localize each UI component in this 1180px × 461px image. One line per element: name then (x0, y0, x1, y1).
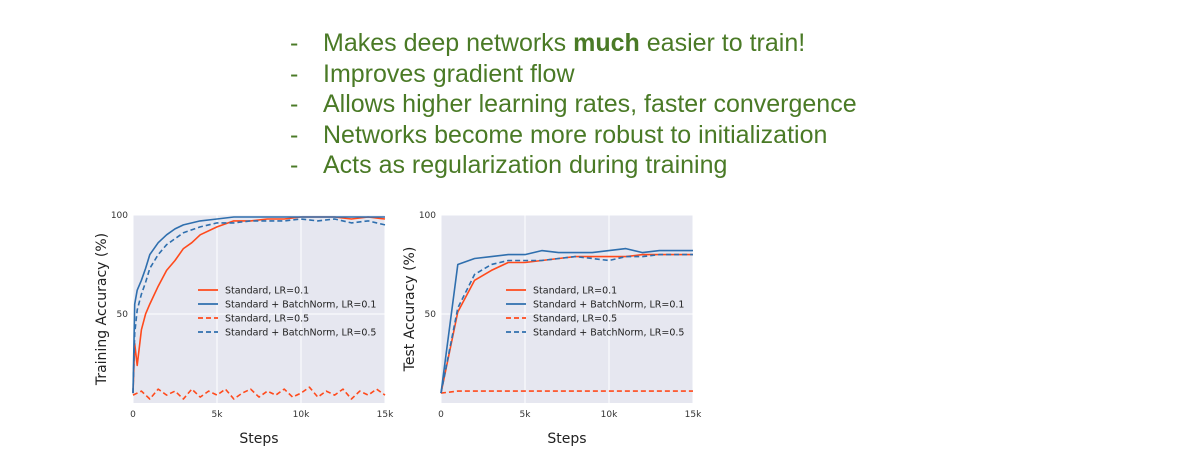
x-axis-label: Steps (547, 431, 586, 447)
legend-label: Standard + BatchNorm, LR=0.5 (225, 328, 376, 339)
x-tick-label: 5k (212, 410, 224, 420)
bullet-text-suffix: easier to train! (639, 29, 806, 57)
legend-label: Standard + BatchNorm, LR=0.5 (533, 328, 684, 339)
y-axis-label: Test Accuracy (%) (402, 247, 418, 373)
series-line-3 (132, 386, 386, 400)
bullet-item: - Makes deep networks much easier to trai… (290, 28, 857, 59)
legend-label: Standard, LR=0.5 (533, 314, 617, 325)
x-tick-label: 10k (601, 410, 618, 420)
bullet-text: Makes deep networks (323, 29, 574, 57)
plot-area (133, 215, 385, 403)
x-tick-label: 5k (520, 410, 532, 420)
bullet-text: Improves gradient flow (323, 59, 575, 88)
bullet-marker: - (290, 29, 299, 57)
bullet-marker: - (290, 59, 299, 88)
series-line-2 (132, 216, 385, 394)
bullet-text: Allows higher learning rates, faster con… (323, 90, 857, 118)
chart-2: 0 5k 10k 15k 50 100 Steps Test Accuracy (%) Stan… (402, 211, 702, 447)
legend-label: Standard, LR=0.1 (225, 286, 309, 297)
legend-label: Standard + BatchNorm, LR=0.1 (533, 300, 684, 311)
legend-label: Standard + BatchNorm, LR=0.1 (225, 300, 376, 311)
bullet-marker: - (290, 90, 299, 118)
legend-label: Standard, LR=0.1 (533, 286, 617, 297)
bullet-text: Acts as regularization during training (323, 151, 728, 179)
y-tick-label: 100 (111, 211, 128, 221)
bullet-marker: - (290, 151, 299, 179)
x-tick-label: 0 (130, 410, 136, 420)
bullet-item: - Improves gradient flow (290, 59, 857, 90)
y-axis-label: Training Accuracy (%) (94, 233, 110, 386)
y-tick-label: 50 (425, 310, 437, 320)
x-tick-label: 15k (685, 410, 702, 420)
x-tick-label: 0 (438, 410, 444, 420)
bullet-emphasis: much (573, 29, 640, 57)
y-tick-label: 100 (419, 211, 436, 221)
bullet-text: Networks become more robust to initializ… (323, 120, 828, 149)
bullet-item: - Allows higher learning rates, faster co… (290, 89, 857, 120)
series-line-4 (440, 253, 693, 394)
chart-1: 0 5k 10k 15k 50 100 Steps Training Accuracy (%)… (94, 211, 394, 447)
series-line-3 (440, 390, 693, 394)
series-line-4 (132, 218, 386, 394)
x-tick-label: 15k (377, 410, 394, 420)
legend-label: Standard, LR=0.5 (225, 314, 309, 325)
x-tick-label: 10k (293, 410, 310, 420)
bullet-item: - Networks become more robust to initiali… (290, 120, 857, 151)
legend: Standard, LR=0.1 Standard + BatchNorm, LR… (198, 286, 376, 339)
legend: Standard, LR=0.1 Standard + BatchNorm, LR… (506, 286, 684, 339)
bullet-list: - Makes deep networks much easier to trai… (290, 28, 857, 181)
series-line-2 (440, 247, 693, 394)
y-tick-label: 50 (117, 310, 129, 320)
plot-area (441, 215, 693, 403)
x-axis-label: Steps (239, 431, 278, 447)
bullet-marker: - (290, 120, 299, 149)
bullet-item: - Acts as regularization during training (290, 150, 857, 181)
